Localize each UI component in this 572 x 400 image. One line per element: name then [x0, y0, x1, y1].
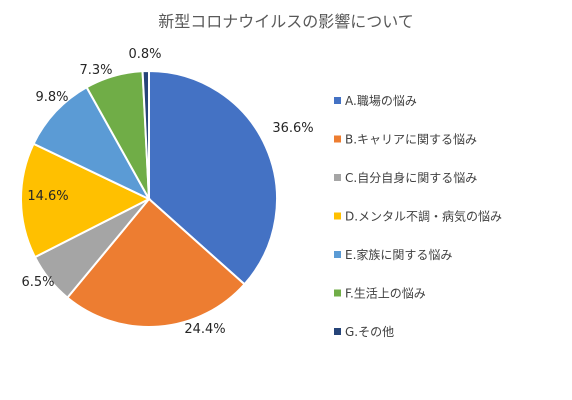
legend-label: G.その他	[345, 325, 394, 339]
data-label: 9.8%	[35, 90, 68, 105]
pie-slice	[141, 69, 150, 200]
legend-swatch	[334, 251, 341, 258]
pie-slice	[148, 69, 278, 286]
legend-label: E.家族に関する悩み	[345, 247, 452, 262]
legend-swatch	[334, 212, 341, 220]
chart-title: 新型コロナウイルスの影響について	[158, 12, 414, 31]
legend-swatch	[334, 328, 341, 335]
legend-swatch	[334, 289, 341, 297]
legend-label: F.生活上の悩み	[345, 287, 426, 301]
legend-label: D.メンタル不調・病気の悩み	[345, 209, 502, 224]
legend-swatch	[334, 174, 341, 181]
data-label: 36.6%	[272, 121, 313, 136]
pie-slice	[32, 85, 152, 202]
legend-label: C.自分自身に関する悩み	[345, 170, 477, 185]
data-label: 6.5%	[21, 275, 54, 290]
data-label: 14.6%	[27, 189, 68, 204]
legend-swatch	[334, 135, 341, 143]
data-label: 0.8%	[128, 47, 161, 62]
legend-label: A.職場の悩み	[345, 94, 417, 108]
pie-slice	[66, 197, 246, 328]
data-label: 24.4%	[184, 322, 225, 337]
data-label: 7.3%	[79, 63, 112, 78]
data-labels: 36.6% 24.4% 6.5% 14.6% 9.8% 7.3% 0.8%	[21, 47, 313, 337]
legend-label: B.キャリアに関する悩み	[345, 133, 477, 147]
legend: A.職場の悩み B.キャリアに関する悩み C.自分自身に関する悩み D.メンタル不調・…	[334, 94, 502, 339]
pie-slice	[20, 142, 152, 259]
legend-swatch	[334, 97, 341, 104]
pie-slices	[20, 69, 278, 328]
